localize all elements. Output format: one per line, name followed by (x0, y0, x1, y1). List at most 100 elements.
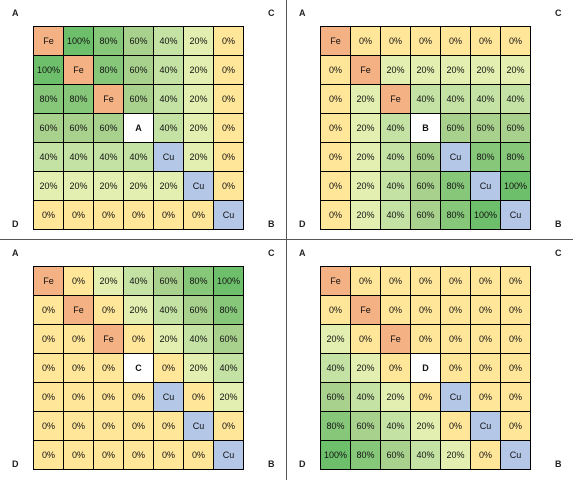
grid-cell: 0% (63, 324, 94, 354)
grid-cell: 0% (213, 55, 244, 85)
corner-label-tr: C (555, 8, 562, 18)
grid-cell: 60% (183, 295, 214, 325)
grid-cell: 40% (33, 142, 64, 172)
grid-cell: 40% (380, 411, 411, 441)
grid-cell: 0% (93, 295, 124, 325)
grid-cell: 0% (213, 26, 244, 56)
grid-cell: 60% (320, 382, 351, 412)
corner-label-tr: C (268, 248, 275, 258)
grid-cell: 0% (213, 84, 244, 114)
grid-cell: 20% (410, 55, 441, 85)
grid-cell: Fe (33, 26, 64, 56)
grid-cell: Fe (63, 55, 94, 85)
grid-cell: 0% (380, 266, 411, 296)
grid-row: 80% 60% 40% 20% 0% Cu 0% (320, 411, 531, 441)
grid-cell: 100% (500, 171, 531, 201)
grid-row: 0% 20% 40% 60% 80% 100% Cu (320, 200, 531, 230)
grid-cell: 40% (93, 142, 124, 172)
grid-cell: 20% (440, 440, 471, 470)
corner-label-bl: D (12, 459, 19, 469)
grid-cell: 0% (500, 324, 531, 354)
grid-cell: 0% (63, 440, 94, 470)
grid-cell: Fe (380, 84, 411, 114)
grid-cell: 40% (500, 84, 531, 114)
grid-cell: 60% (350, 411, 381, 441)
grid-cell: 20% (153, 171, 184, 201)
grid-cell: 0% (213, 411, 244, 441)
grid-cell: 0% (380, 26, 411, 56)
grid-cell: 0% (440, 266, 471, 296)
grid-cell: 0% (440, 353, 471, 383)
grid-cell: 40% (380, 171, 411, 201)
grid-cell: 80% (93, 26, 124, 56)
grid-cell: Cu (153, 142, 184, 172)
grid-cell: 0% (183, 382, 214, 412)
grid-cell: 60% (470, 113, 501, 143)
grid-cell: 20% (470, 55, 501, 85)
grid-row: 0% 0% 0% 0% Cu 0% 20% (33, 382, 244, 412)
corner-label-tl: A (12, 8, 19, 18)
grid-cell: 80% (33, 84, 64, 114)
grid-cell: 0% (500, 382, 531, 412)
grid-cell: 0% (123, 440, 154, 470)
grid-row: 60% 60% 60% A 40% 20% 0% (33, 113, 244, 143)
corner-label-tr: C (268, 8, 275, 18)
grid-cell: 0% (350, 26, 381, 56)
grid-cell: Fe (320, 26, 351, 56)
grid-cell: 0% (350, 266, 381, 296)
point-label: B (410, 113, 441, 143)
grid-cell: 0% (440, 26, 471, 56)
grid-cell: 0% (410, 324, 441, 354)
grid-cell: 0% (320, 295, 351, 325)
grid-cell: 100% (33, 55, 64, 85)
grid-cell: 60% (153, 266, 184, 296)
grid-cell: 0% (380, 353, 411, 383)
grid-cell: Fe (350, 55, 381, 85)
grid-row: 0% 0% 0% 0% 0% Cu 0% (33, 411, 244, 441)
grid-cell: Fe (93, 84, 124, 114)
grid-cell: 20% (350, 353, 381, 383)
grid-row: 20% 20% 20% 20% 20% Cu 0% (33, 171, 244, 201)
grid-row: 0% 20% 40% 60% 80% Cu 100% (320, 171, 531, 201)
grid-cell: 40% (123, 266, 154, 296)
grid-cell: Cu (213, 200, 244, 230)
grid-row: 0% Fe 0% 20% 40% 60% 80% (33, 295, 244, 325)
grid-cell: 80% (500, 142, 531, 172)
grid-row: 0% Fe 0% 0% 0% 0% 0% (320, 295, 531, 325)
grid-cell: 20% (380, 55, 411, 85)
grid-cell: 40% (350, 382, 381, 412)
grid-cell: Cu (440, 382, 471, 412)
grid-cell: 0% (500, 353, 531, 383)
grid-row: Fe 0% 0% 0% 0% 0% 0% (320, 26, 531, 56)
grid-cell: 20% (380, 382, 411, 412)
grid-cell: 60% (410, 142, 441, 172)
grid-cell: 0% (410, 266, 441, 296)
grid-cell: Fe (380, 324, 411, 354)
corner-label-tl: A (299, 8, 306, 18)
grid-cell: 0% (500, 266, 531, 296)
grid-cell: 0% (63, 382, 94, 412)
grid-cell: 60% (33, 113, 64, 143)
panel-bottom-left: A C D B Fe 0% 20% 40% 60% 80% 100% 0% Fe 0% 20% 40% 60% 8… (0, 240, 286, 479)
grid-cell: 0% (153, 200, 184, 230)
grid-cell: 0% (63, 200, 94, 230)
vertical-divider (286, 0, 287, 480)
grid-cell: 0% (410, 382, 441, 412)
grid-cell: 20% (183, 26, 214, 56)
point-label: C (123, 353, 154, 383)
grid-cell: 0% (440, 411, 471, 441)
grid-cell: 60% (380, 440, 411, 470)
composition-grid: Fe 0% 0% 0% 0% 0% 0% 0% Fe 20% 20% 20% 20% 20% 0% 20% Fe… (320, 26, 531, 230)
grid-cell: 0% (63, 411, 94, 441)
grid-cell: 20% (410, 411, 441, 441)
grid-cell: 80% (350, 440, 381, 470)
grid-cell: 20% (33, 171, 64, 201)
grid-cell: 20% (183, 142, 214, 172)
grid-cell: 0% (440, 295, 471, 325)
grid-cell: Cu (183, 171, 214, 201)
grid-cell: 0% (320, 142, 351, 172)
corner-label-br: B (268, 219, 275, 229)
grid-cell: 60% (63, 113, 94, 143)
grid-cell: 100% (470, 200, 501, 230)
grid-cell: 40% (123, 142, 154, 172)
